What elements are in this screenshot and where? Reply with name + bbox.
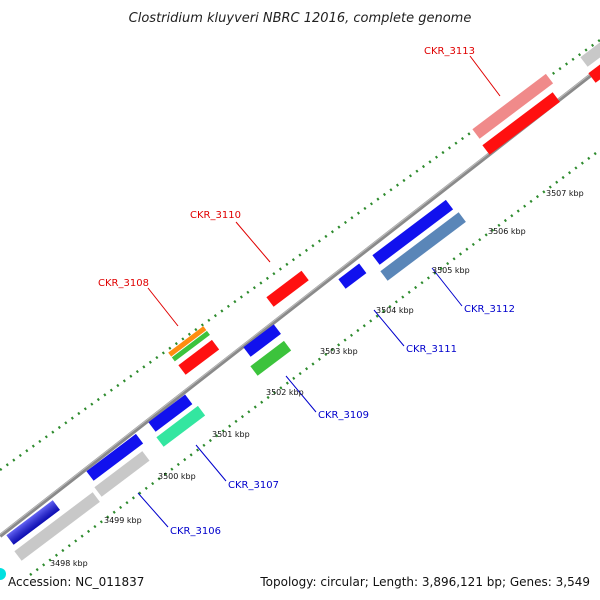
gene-label-ckr-3109[interactable]: CKR_3109 — [318, 410, 369, 421]
leader-line — [147, 287, 179, 327]
leader-lines — [137, 55, 501, 528]
gene-arrow-red[interactable] — [266, 270, 309, 307]
tick-label: 3507 kbp — [546, 189, 584, 198]
inner-dotted-track — [29, 148, 600, 577]
gene-label-ckr-3107[interactable]: CKR_3107 — [228, 480, 279, 491]
gene-label-ckr-3112[interactable]: CKR_3112 — [464, 304, 515, 315]
leader-line — [469, 55, 501, 97]
gene-arrow-orange[interactable] — [168, 326, 207, 357]
leader-line — [373, 309, 405, 347]
gene-labels: CKR_3106 CKR_3107 CKR_3108 CKR_3109 CKR_… — [98, 46, 515, 537]
gene-arrow-red[interactable] — [482, 92, 560, 155]
gene-shade — [6, 500, 60, 545]
gene-arrow-green[interactable] — [171, 330, 210, 362]
gene-arrow-blue[interactable] — [148, 394, 193, 432]
tick-label: 3504 kbp — [376, 306, 414, 315]
gene-arrow-grey[interactable] — [580, 39, 600, 67]
leader-line — [137, 492, 169, 528]
leader-line — [195, 444, 227, 482]
tick-label: 3505 kbp — [432, 266, 470, 275]
gene-label-ckr-3108[interactable]: CKR_3108 — [98, 278, 149, 289]
tick-label: 3499 kbp — [104, 516, 142, 525]
gene-label-ckr-3113[interactable]: CKR_3113 — [424, 46, 475, 57]
gene-label-ckr-3111[interactable]: CKR_3111 — [406, 344, 457, 355]
gene-arrow-blue[interactable] — [372, 199, 454, 265]
tick-label: 3506 kbp — [488, 227, 526, 236]
gene-arrows — [6, 39, 600, 561]
accession-text: Accession: NC_011837 — [8, 575, 144, 589]
tick-label: 3500 kbp — [158, 472, 196, 481]
gene-arrow-blue[interactable] — [338, 263, 367, 289]
tick-label: 3503 kbp — [320, 347, 358, 356]
gene-arrow-steelblue[interactable] — [380, 212, 466, 281]
gene-arrow-grey[interactable] — [14, 492, 100, 561]
leader-line — [431, 267, 463, 307]
tick-label: 3502 kbp — [266, 388, 304, 397]
outer-dotted-track — [0, 38, 600, 472]
tick-label: 3498 kbp — [50, 559, 88, 568]
accession-marker — [0, 568, 6, 580]
leader-line — [285, 375, 317, 413]
gene-arrow-pink[interactable] — [472, 73, 554, 139]
topology-text: Topology: circular; Length: 3,896,121 bp… — [259, 575, 590, 589]
leader-line — [235, 221, 271, 263]
map-title: Clostridium kluyveri NBRC 12016, complet… — [129, 11, 472, 26]
gene-arrow-red[interactable] — [178, 339, 220, 375]
gene-arrow-mint[interactable] — [156, 405, 206, 447]
tick-label: 3501 kbp — [212, 430, 250, 439]
gene-arrow-blue[interactable] — [243, 324, 281, 357]
gene-arrow-grey[interactable] — [94, 451, 150, 497]
gene-label-ckr-3106[interactable]: CKR_3106 — [170, 526, 221, 537]
gene-label-ckr-3110[interactable]: CKR_3110 — [190, 210, 241, 221]
gene-arrow-blue[interactable] — [86, 433, 144, 481]
gene-arrow-green[interactable] — [250, 340, 292, 376]
tick-labels: 3498 kbp 3499 kbp 3500 kbp 3501 kbp 3502… — [50, 189, 584, 568]
